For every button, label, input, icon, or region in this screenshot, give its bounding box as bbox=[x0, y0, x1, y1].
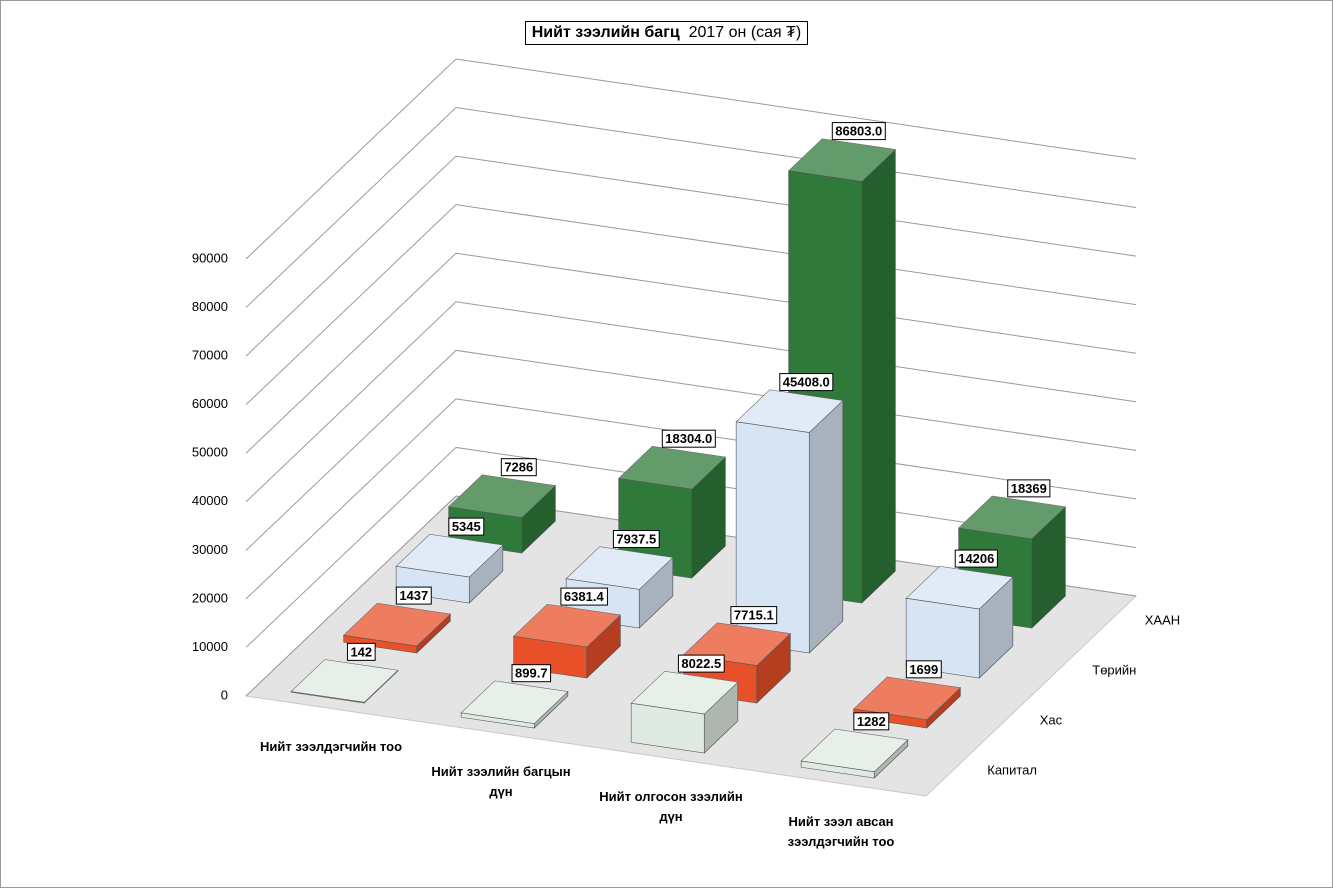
title-box: Нийт зээлийн багц 2017 он (сая ₮) bbox=[525, 21, 809, 45]
y-tick-label: 60000 bbox=[192, 396, 228, 411]
series-label: Капитал bbox=[987, 762, 1037, 777]
data-label: 18304.0 bbox=[665, 431, 712, 446]
x-tick-label: Нийт зээлдэгчийн тоо bbox=[256, 737, 406, 757]
y-tick-label: 10000 bbox=[192, 639, 228, 654]
x-tick-label: Нийт олгосон зээлийн дүн bbox=[596, 787, 746, 827]
data-label: 7286 bbox=[504, 460, 533, 475]
chart-subtitle: 2017 он (сая ₮) bbox=[689, 24, 802, 41]
data-label: 8022.5 bbox=[681, 656, 721, 671]
y-tick-label: 50000 bbox=[192, 445, 228, 460]
chart-title: Нийт зээлийн багц bbox=[532, 24, 680, 41]
y-tick-label: 20000 bbox=[192, 590, 228, 605]
data-label: 45408.0 bbox=[783, 375, 830, 390]
series-label: Хас bbox=[1040, 712, 1063, 727]
title-area: Нийт зээлийн багц 2017 он (сая ₮) bbox=[1, 21, 1332, 45]
data-label: 7715.1 bbox=[734, 608, 774, 623]
plot: 0 10000 20000 30000 40000 50000 60000 70000 8000… bbox=[1, 1, 1332, 887]
series-label: ХААН bbox=[1145, 612, 1180, 627]
bar-side-shade bbox=[809, 401, 843, 653]
data-label: 6381.4 bbox=[564, 589, 605, 604]
y-tick-label: 90000 bbox=[192, 250, 228, 265]
data-label: 14206 bbox=[958, 551, 994, 566]
data-label: 1699 bbox=[909, 662, 938, 677]
y-tick-label: 30000 bbox=[192, 542, 228, 557]
data-label: 1282 bbox=[857, 714, 886, 729]
data-label: 1437 bbox=[399, 588, 428, 603]
series-label: Төрийн bbox=[1092, 662, 1136, 677]
y-tick-label: 80000 bbox=[192, 299, 228, 314]
data-label: 86803.0 bbox=[835, 124, 882, 139]
x-tick-label: Нийт зээлийн багцын дүн bbox=[426, 762, 576, 802]
x-tick-label: Нийт зээл авсан зээлдэгчийн тоо bbox=[766, 812, 916, 852]
data-label: 18369 bbox=[1011, 481, 1047, 496]
bar-side-shade bbox=[862, 150, 896, 603]
data-label: 5345 bbox=[452, 519, 481, 534]
y-tick-label: 40000 bbox=[192, 493, 228, 508]
y-tick-label: 0 bbox=[221, 687, 228, 702]
y-tick-label: 70000 bbox=[192, 348, 228, 363]
chart: 0 10000 20000 30000 40000 50000 60000 70000 8000… bbox=[0, 0, 1333, 888]
data-label: 7937.5 bbox=[616, 532, 656, 547]
data-label: 142 bbox=[350, 644, 372, 659]
data-label: 899.7 bbox=[515, 666, 548, 681]
